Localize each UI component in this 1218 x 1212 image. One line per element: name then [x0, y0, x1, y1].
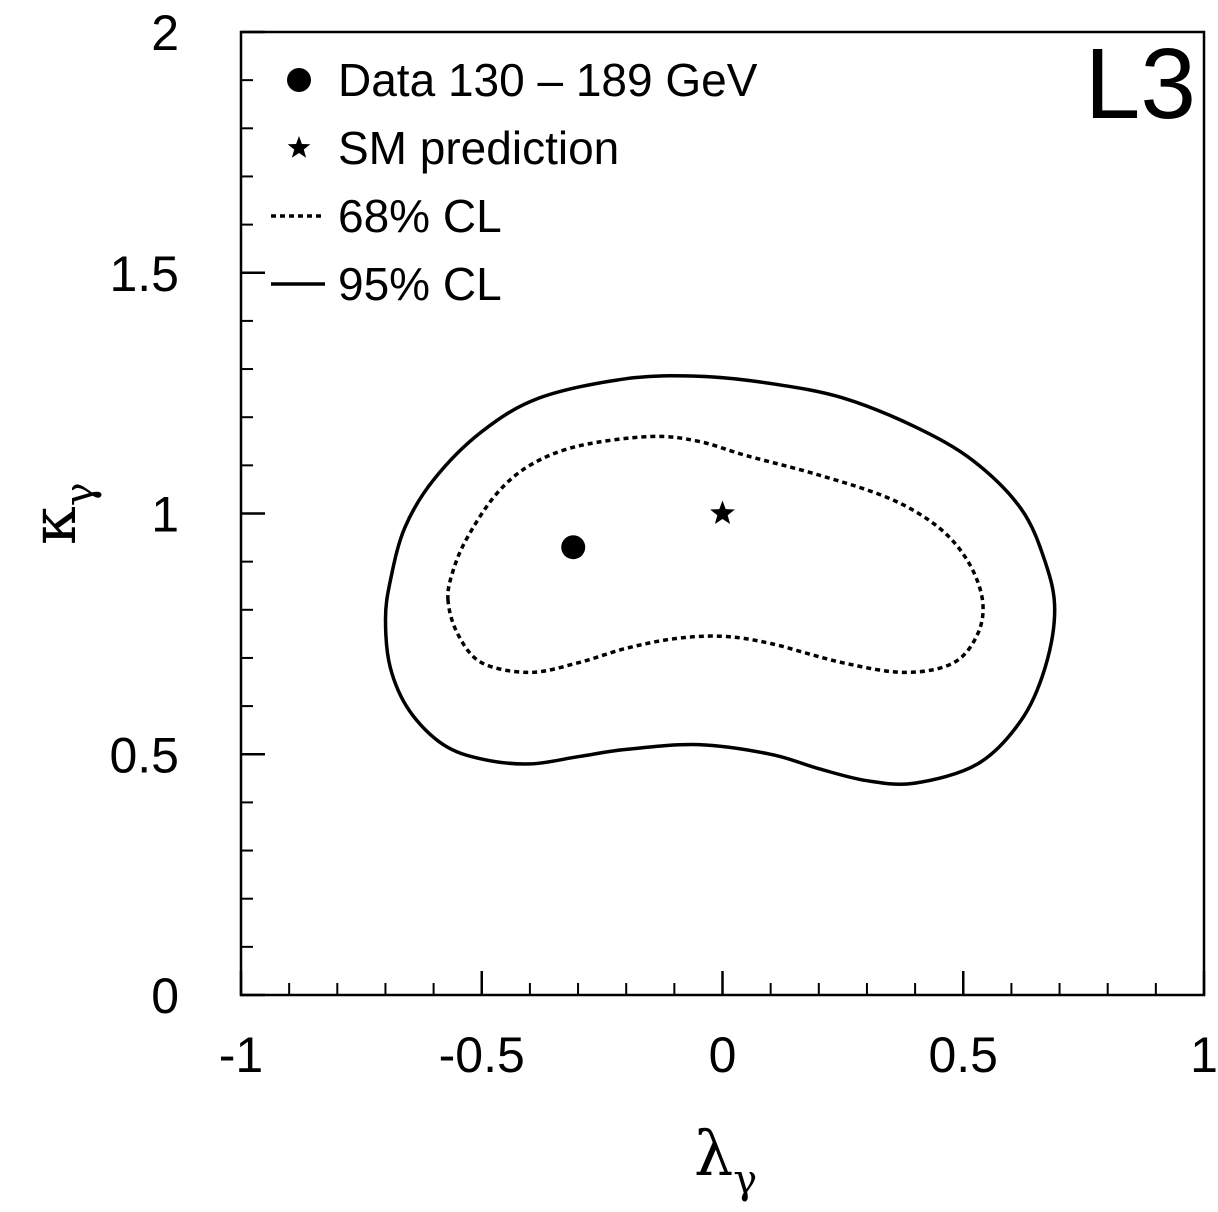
legend-marker-star [287, 136, 311, 158]
legend-label-95cl: 95% CL [338, 258, 502, 310]
y-axis-label: κγ [17, 482, 103, 545]
data-point-marker [561, 535, 586, 560]
x-tick-label: 0 [709, 1027, 737, 1083]
y-tick-label: 1.5 [109, 246, 179, 302]
legend-label-data: Data 130 – 189 GeV [338, 54, 758, 106]
y-tick-label: 2 [151, 5, 179, 61]
sm-prediction-marker [710, 500, 735, 524]
y-tick-label: 1 [151, 487, 179, 543]
major-ticks [239, 30, 1206, 997]
y-tick-label: 0 [151, 968, 179, 1024]
legend-label-68cl: 68% CL [338, 190, 502, 242]
contour-95cl [383, 374, 1057, 786]
legend: Data 130 – 189 GeV SM prediction 68% CL … [271, 54, 758, 310]
experiment-label: L3 [1085, 28, 1196, 140]
y-tick-labels: 0 0.5 1 1.5 2 [109, 5, 179, 1024]
data-points [561, 500, 735, 560]
x-tick-label: -1 [219, 1027, 263, 1083]
x-axis-label: λγ [694, 1117, 757, 1203]
contours [383, 374, 1057, 786]
y-tick-label: 0.5 [109, 727, 179, 783]
x-tick-label: -0.5 [439, 1027, 525, 1083]
contour-68cl [446, 434, 985, 675]
legend-marker-data [287, 68, 311, 92]
x-tick-label: 1 [1190, 1027, 1218, 1083]
x-tick-labels: -1 -0.5 0 0.5 1 [219, 1027, 1218, 1083]
legend-label-sm: SM prediction [338, 122, 619, 174]
x-tick-label: 0.5 [928, 1027, 998, 1083]
